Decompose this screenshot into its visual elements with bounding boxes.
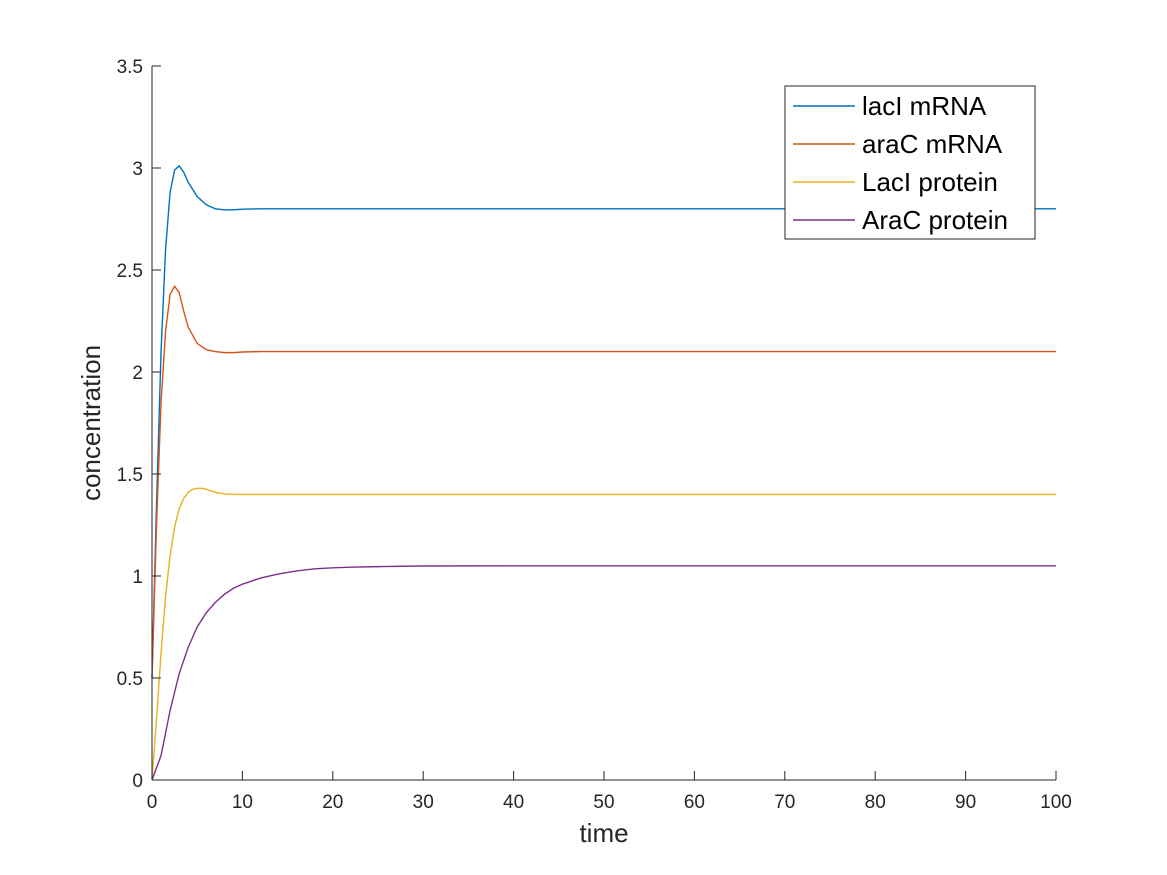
legend-label-1: araC mRNA xyxy=(862,129,1003,159)
y-tick-label-0: 0 xyxy=(132,771,143,792)
x-tick-label-1: 10 xyxy=(232,792,253,813)
x-tick-label-4: 40 xyxy=(503,792,524,813)
y-tick-label-5: 2.5 xyxy=(117,261,143,282)
legend-box xyxy=(784,85,1036,240)
y-tick-label-6: 3 xyxy=(132,159,143,180)
x-tick-label-5: 50 xyxy=(593,792,614,813)
y-tick-label-4: 2 xyxy=(132,363,143,384)
series-line-3 xyxy=(151,565,1056,781)
series-line-2 xyxy=(151,487,1056,781)
axes-layer: 0 10 20 30 40 50 60 70 80 90 100 0 0.5 1 1.5 2 2.5 3 3.5 xyxy=(117,57,1072,813)
series-line-1 xyxy=(151,285,1056,679)
y-tick-label-2: 1 xyxy=(132,567,143,588)
x-tick-label-7: 70 xyxy=(774,792,795,813)
x-tick-label-9: 90 xyxy=(955,792,976,813)
series-layer xyxy=(151,164,1056,781)
x-tick-label-10: 100 xyxy=(1040,792,1072,813)
x-tick-label-0: 0 xyxy=(147,792,158,813)
legend-label-3: AraC protein xyxy=(862,205,1008,235)
y-axis-label: concentration xyxy=(76,345,106,501)
x-axis-label: time xyxy=(579,818,628,848)
y-tick-label-7: 3.5 xyxy=(117,57,143,78)
legend: lacI mRNA araC mRNA LacI protein AraC prote… xyxy=(784,85,1036,240)
legend-label-0: lacI mRNA xyxy=(862,91,987,121)
x-tick-label-2: 20 xyxy=(322,792,343,813)
x-tick-label-8: 80 xyxy=(865,792,886,813)
legend-label-2: LacI protein xyxy=(862,167,998,197)
x-tick-label-6: 60 xyxy=(684,792,705,813)
y-tick-label-3: 1.5 xyxy=(117,465,143,486)
series-line-0 xyxy=(151,164,1056,679)
y-tick-label-1: 0.5 xyxy=(117,669,143,690)
x-tick-label-3: 30 xyxy=(413,792,434,813)
